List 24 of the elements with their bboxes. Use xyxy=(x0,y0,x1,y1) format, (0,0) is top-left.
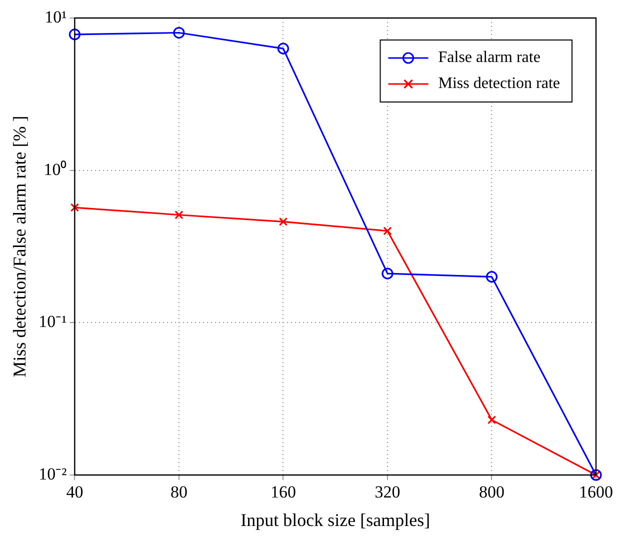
point xyxy=(174,210,184,220)
point xyxy=(278,217,288,226)
x-axis-title: Input block size [samples] xyxy=(240,510,430,530)
x-tick-label: 1600 xyxy=(579,482,613,502)
point xyxy=(486,271,498,283)
point xyxy=(173,26,185,39)
point xyxy=(68,28,80,40)
y-tick-label: 10⁻¹ xyxy=(38,312,67,332)
point xyxy=(70,203,80,212)
x-tick-label: 320 xyxy=(374,482,400,502)
x-tick-label: 800 xyxy=(478,482,504,502)
x-tick-label: 80 xyxy=(170,482,188,502)
y-axis-title: Miss detection/False alarm rate [% ] xyxy=(10,116,30,378)
y-tick-label: 10¹ xyxy=(44,7,67,26)
legend-label: Miss detection rate xyxy=(438,75,560,92)
legend-label: False alarm rate xyxy=(438,49,540,66)
point xyxy=(382,268,394,280)
y-tick-label: 10⁰ xyxy=(44,160,67,179)
point xyxy=(487,416,496,424)
x-tick-label: 160 xyxy=(270,482,296,502)
y-tick-label: 10⁻² xyxy=(38,464,67,484)
point xyxy=(383,226,392,236)
x-tick-label: 40 xyxy=(66,482,84,502)
point xyxy=(277,42,290,54)
